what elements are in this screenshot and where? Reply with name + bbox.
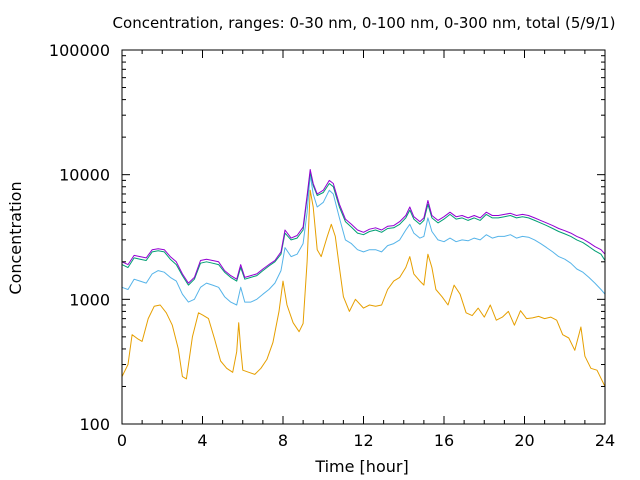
series-line-2 [121,174,606,306]
x-tick-label: 20 [514,431,534,450]
series-line-1 [121,189,606,387]
plot-frame [121,49,606,425]
x-tick-label: 16 [434,431,454,450]
x-tick-label: 8 [278,431,288,450]
x-tick-label: 12 [353,431,373,450]
y-tick-label: 1000 [69,290,110,309]
axis-tick-labels: 0 4 8 12 16 20 24 100 1000 10000 100000 [49,41,615,450]
y-tick-label: 10000 [59,166,110,185]
x-tick-label: 4 [197,431,207,450]
axis-ticks [121,49,606,425]
series-line-4 [121,169,606,284]
chart-title: Concentration, ranges: 0-30 nm, 0-100 nm… [113,14,616,32]
y-tick-label: 100000 [49,41,110,60]
series-line-3 [121,171,606,286]
x-tick-label: 24 [595,431,615,450]
y-axis-label: Concentration [6,181,25,294]
y-tick-label: 100 [79,415,110,434]
series-layer [121,169,606,387]
x-tick-label: 0 [117,431,127,450]
x-axis-label: Time [hour] [314,457,408,476]
